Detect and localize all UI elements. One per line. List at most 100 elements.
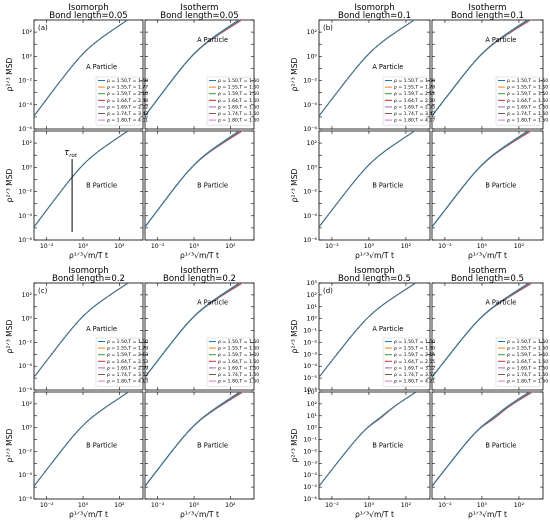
legend-entry: ρ = 1.74,T = 3.57 — [394, 372, 435, 378]
series-line — [34, 392, 130, 487]
y-axis-label: ρ²ᐟ³ MSD — [290, 168, 299, 202]
legend-entry: ρ = 1.55,T = 1.50 — [507, 85, 548, 91]
series-group — [432, 20, 532, 117]
legend-box — [382, 337, 428, 387]
series-line — [432, 131, 529, 228]
title-isotherm-bond: Bond length=0.1 — [451, 11, 524, 21]
legend-box — [206, 76, 252, 126]
series-line — [319, 392, 417, 487]
legend-entry: ρ = 1.55,T = 1.79 — [107, 346, 148, 352]
particle-a-label: A Particle — [372, 63, 403, 71]
legend-entry: ρ = 1.50,T = 1.50 — [507, 339, 548, 345]
x-tick-label: 10² — [401, 243, 412, 250]
series-line — [145, 392, 241, 487]
series-line — [432, 392, 533, 487]
legend-entry: ρ = 1.80,T = 1.50 — [507, 379, 548, 385]
x-tick-label: 10⁰ — [364, 243, 375, 250]
legend-entry: ρ = 1.64,T = 2.50 — [394, 98, 435, 104]
legend-entry: ρ = 1.59,T = 1.50 — [507, 352, 548, 358]
y-tick-label: 10⁻⁶ — [18, 387, 32, 394]
legend-entry: ρ = 1.80,T = 4.21 — [394, 379, 435, 385]
x-tick-label: 10⁰ — [78, 502, 89, 509]
series-line — [34, 131, 129, 228]
series-line — [145, 131, 242, 228]
series-line — [145, 131, 243, 228]
y-axis-label: ρ²ᐟ³ MSD — [290, 428, 299, 462]
x-tick-label: 10⁻² — [325, 243, 339, 250]
y-tick-label: 10⁻² — [18, 78, 32, 85]
plot-frame — [431, 282, 544, 391]
series-group — [34, 392, 130, 487]
particle-b-label: B Particle — [197, 442, 228, 450]
series-group — [319, 20, 415, 117]
plot-frame — [33, 282, 144, 391]
series-line — [145, 392, 243, 487]
particle-a-label: A Particle — [197, 36, 228, 44]
panel-letter: (a) — [38, 24, 48, 32]
legend-entry: ρ = 1.69,T = 1.50 — [507, 104, 548, 110]
y-tick-label: 10⁻⁵ — [303, 484, 317, 491]
legend-entry: ρ = 1.74,T = 1.50 — [218, 372, 259, 378]
plot-frame — [33, 130, 144, 241]
series-group — [145, 20, 243, 117]
series-line — [319, 20, 415, 117]
legend-entry: ρ = 1.50,T = 1.50 — [394, 339, 435, 345]
legend-entry: ρ = 1.59,T = 2.10 — [107, 91, 148, 97]
x-tick-label: 10⁻² — [40, 502, 54, 509]
y-tick-label: 10⁻⁶ — [18, 126, 32, 133]
x-axis-label: ρ¹ᐟ³√m/T t — [355, 510, 394, 519]
legend-entry: ρ = 1.50,T = 1.50 — [107, 78, 148, 84]
legend-entry: ρ = 1.50,T = 1.50 — [507, 78, 548, 84]
title-isomorph: Isomorph — [354, 266, 394, 276]
legend-entry: ρ = 1.74,T = 3.52 — [107, 372, 148, 378]
series-line — [145, 131, 241, 228]
y-tick-label: 10⁻⁴ — [18, 102, 32, 109]
series-line — [145, 131, 242, 228]
series-line — [319, 131, 416, 228]
y-tick-label: 10⁰ — [307, 164, 318, 171]
legend-entry: ρ = 1.50,T = 1.50 — [218, 78, 259, 84]
legend-entry: ρ = 1.64,T = 2.48 — [107, 98, 148, 104]
particle-b-label: B Particle — [485, 442, 516, 450]
y-tick-label: 10⁻¹ — [303, 328, 317, 335]
series-line — [145, 392, 244, 487]
legend-entry: ρ = 1.64,T = 1.50 — [507, 359, 548, 365]
x-axis-label: ρ¹ᐟ³√m/T t — [69, 251, 108, 260]
particle-b-label: B Particle — [86, 182, 117, 190]
title-isomorph: Isomorph — [68, 266, 108, 276]
tau-symbol: τ — [64, 148, 70, 158]
series-line — [145, 392, 243, 487]
legend-entry: ρ = 1.69,T = 3.02 — [394, 365, 435, 371]
series-line — [319, 131, 416, 228]
series-group — [319, 131, 416, 228]
legend-entry: ρ = 1.80,T = 4.01 — [107, 118, 148, 124]
legend-entry: ρ = 1.74,T = 3.43 — [107, 111, 148, 117]
legend-entry: ρ = 1.80,T = 4.13 — [107, 379, 148, 385]
legend-entry: ρ = 1.50,T = 1.50 — [107, 339, 148, 345]
y-tick-label: 10⁻⁴ — [303, 213, 317, 220]
y-tick-label: 10⁻⁶ — [303, 126, 317, 133]
y-axis-label: ρ²ᐟ³ MSD — [5, 168, 14, 202]
x-tick-label: 10⁻² — [438, 243, 452, 250]
x-tick-label: 10⁻² — [40, 243, 54, 250]
y-tick-label: 10⁰ — [22, 53, 33, 60]
series-line — [319, 131, 416, 228]
series-line — [34, 131, 129, 228]
panel-letter: (c) — [38, 287, 48, 295]
x-tick-label: 10⁻² — [438, 502, 452, 509]
series-line — [34, 131, 129, 228]
legend-entry: ρ = 1.80,T = 1.50 — [218, 118, 259, 124]
plot-frame — [431, 130, 544, 241]
series-line — [34, 131, 129, 228]
y-tick-label: 10² — [307, 401, 318, 408]
series-line — [34, 283, 129, 378]
particle-b-label: B Particle — [86, 442, 117, 450]
series-group — [34, 283, 129, 378]
particle-a-label: A Particle — [485, 36, 516, 44]
series-line — [319, 283, 417, 378]
